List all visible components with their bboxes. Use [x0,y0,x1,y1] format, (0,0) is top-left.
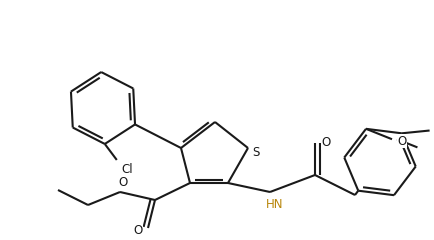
Text: S: S [252,145,260,158]
Text: Cl: Cl [121,163,133,176]
Text: O: O [398,135,407,148]
Text: HN: HN [266,198,284,210]
Text: O: O [321,137,331,150]
Text: O: O [118,175,128,188]
Text: O: O [133,224,143,238]
